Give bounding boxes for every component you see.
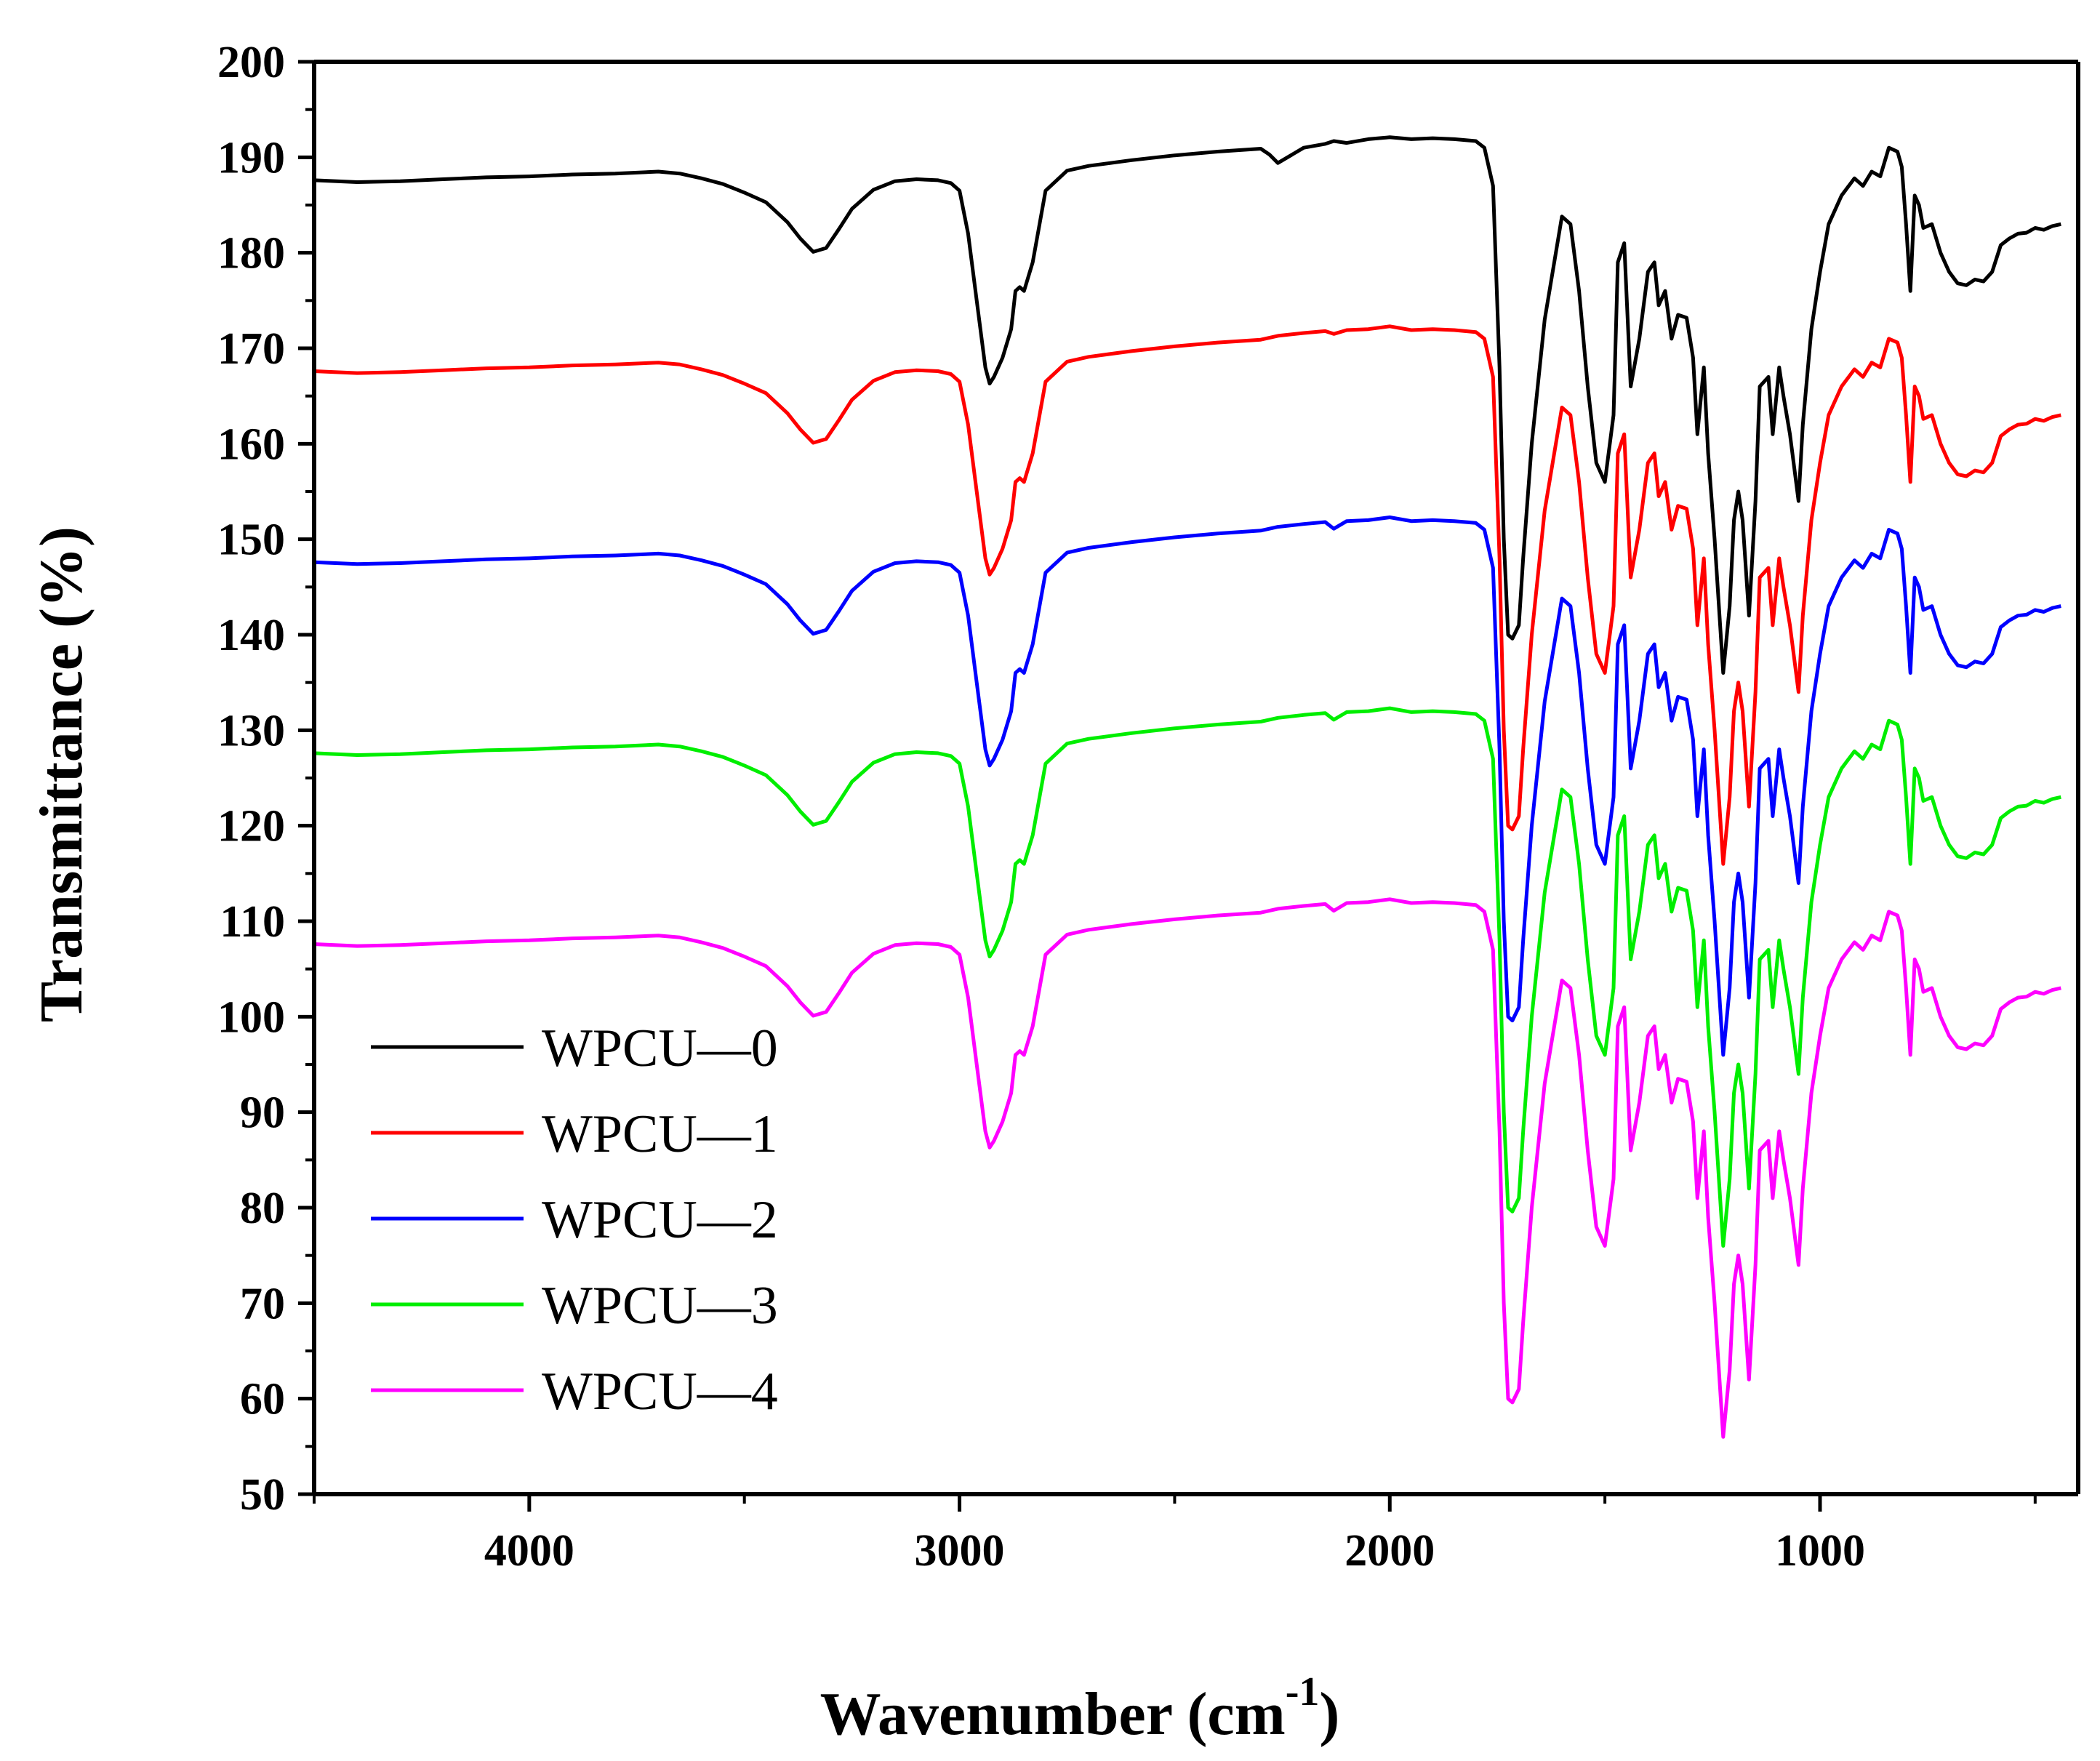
- series-line-3: [313, 706, 2061, 1248]
- x-axis-title-superscript: -1: [1286, 1669, 1320, 1714]
- y-tick-label: 60: [240, 1375, 285, 1424]
- y-tick-label: 110: [220, 897, 285, 947]
- y-tick-label: 140: [217, 611, 285, 660]
- y-tick-label: 90: [240, 1088, 285, 1138]
- legend-label-2: WPCU—2: [542, 1190, 778, 1250]
- y-tick-label: 160: [217, 420, 285, 469]
- y-tick-label: 170: [217, 324, 285, 374]
- y-axis-title: Transmittance (%): [28, 526, 95, 1022]
- legend-label-1: WPCU—1: [542, 1104, 778, 1164]
- y-tick-label: 50: [240, 1470, 285, 1520]
- series-line-2: [313, 516, 2061, 1057]
- x-tick-label: 4000: [484, 1526, 574, 1576]
- legend-label-3: WPCU—3: [542, 1276, 778, 1336]
- x-axis-title-main: Wavenumber (cm: [820, 1680, 1286, 1748]
- series-line-0: [313, 135, 2061, 675]
- x-axis-title: Wavenumber (cm-1): [820, 1669, 1340, 1748]
- x-tick-label: 3000: [915, 1526, 1005, 1576]
- y-tick-label: 150: [217, 516, 285, 565]
- y-tick-label: 70: [240, 1279, 285, 1328]
- y-tick-label: 100: [217, 992, 285, 1042]
- x-tick-label: 1000: [1775, 1526, 1865, 1576]
- y-tick-label: 180: [217, 229, 285, 278]
- y-tick-label: 190: [217, 133, 285, 182]
- series-lines: [313, 135, 2061, 1439]
- legend-label-4: WPCU—4: [542, 1362, 778, 1421]
- y-tick-label: 120: [217, 802, 285, 851]
- y-tick-label: 200: [217, 38, 285, 87]
- ticks: 50 60 70 80 90 100 110 120 130 140 150 160 170 180 190…: [217, 38, 2037, 1576]
- legend: WPCU—0 WPCU—1 WPCU—2 WPCU—3 WPCU—4: [371, 1019, 778, 1421]
- x-axis-title-close: ): [1319, 1680, 1339, 1748]
- legend-label-0: WPCU—0: [542, 1019, 778, 1078]
- y-tick-label: 130: [217, 706, 285, 755]
- y-tick-label: 80: [240, 1184, 285, 1233]
- x-tick-label: 2000: [1344, 1526, 1435, 1576]
- series-line-4: [313, 897, 2061, 1439]
- series-line-1: [313, 324, 2061, 866]
